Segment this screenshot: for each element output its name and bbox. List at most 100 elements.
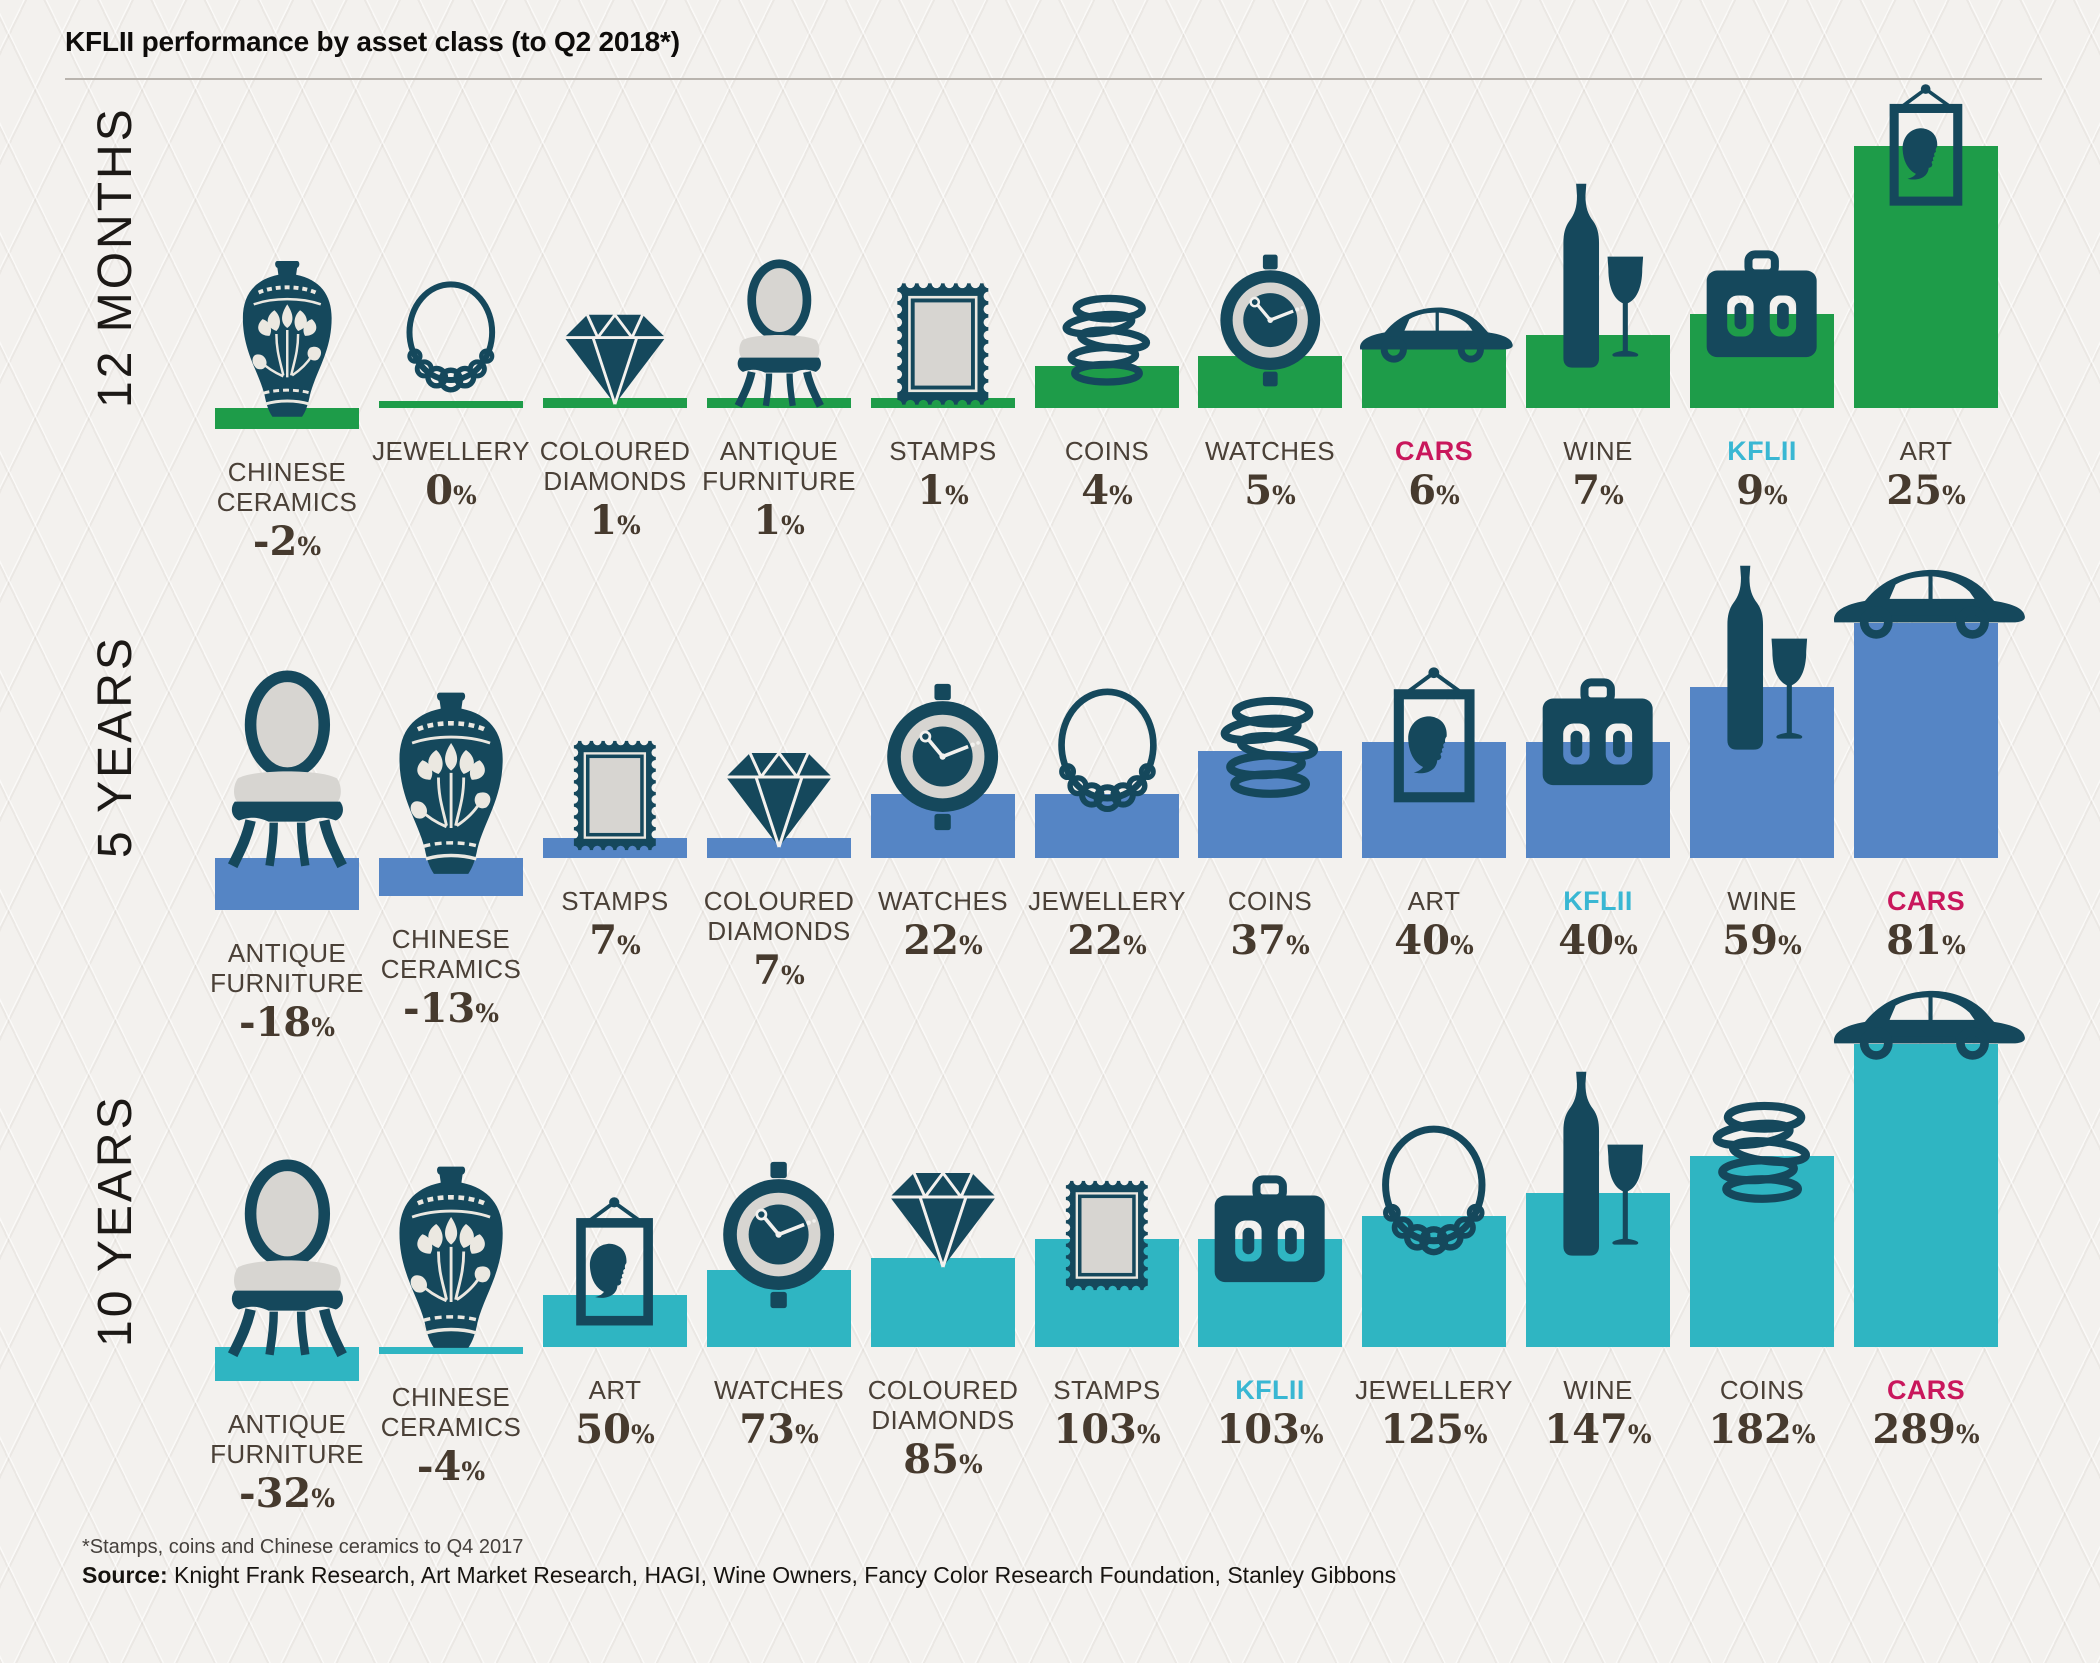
label-coins: COINS 4% xyxy=(1007,436,1207,517)
asset-value: -13% xyxy=(402,984,500,1032)
asset-value: 6% xyxy=(1408,467,1460,514)
asset-name: COINS xyxy=(1064,436,1150,466)
chart-title: KFLII performance by asset class (to Q2 … xyxy=(65,26,680,57)
label-cars: CARS 6% xyxy=(1334,436,1534,517)
car-icon xyxy=(1833,570,2025,639)
label-coloured-diamonds: COLOURED DIAMONDS 85% xyxy=(843,1375,1043,1486)
asset-value: 7% xyxy=(753,947,805,994)
frame-icon xyxy=(576,1196,654,1326)
label-chinese-ceramics: CHINESE CERAMICS -13% xyxy=(351,924,551,1035)
frame-icon xyxy=(1393,667,1475,803)
bar-art xyxy=(1854,145,1998,408)
source-label: Source: xyxy=(82,1562,168,1588)
label-art: ART 50% xyxy=(515,1375,715,1456)
bar-coins xyxy=(1198,750,1342,858)
asset-name: COLOURED DIAMONDS xyxy=(539,436,691,496)
asset-name: COINS xyxy=(1227,886,1313,916)
asset-value: -4% xyxy=(416,1443,486,1490)
asset-name: CARS xyxy=(1394,436,1474,466)
asset-name: KFLII xyxy=(1563,886,1633,916)
asset-value: -2% xyxy=(252,518,322,565)
asset-name: ART xyxy=(1899,436,1953,466)
diamond-icon xyxy=(890,1171,996,1268)
asset-value: 182% xyxy=(1708,1406,1816,1453)
car-icon xyxy=(1360,307,1513,363)
label-kflii: KFLII 40% xyxy=(1498,886,1698,967)
necklace-icon xyxy=(1382,1125,1486,1255)
asset-value: 85% xyxy=(903,1436,983,1483)
label-wine: WINE 7% xyxy=(1498,436,1698,517)
label-chinese-ceramics: CHINESE CERAMICS -2% xyxy=(187,457,387,568)
asset-name: ART xyxy=(1407,886,1461,916)
coins-icon xyxy=(1220,696,1318,798)
vase-icon xyxy=(399,1166,503,1348)
asset-value: 40% xyxy=(1394,917,1474,964)
asset-name: COLOURED DIAMONDS xyxy=(703,886,855,946)
asset-name: WATCHES xyxy=(1205,436,1335,466)
asset-name: CARS xyxy=(1886,886,1966,916)
label-art: ART 40% xyxy=(1334,886,1534,967)
label-art: ART 25% xyxy=(1826,436,2026,517)
bar-coins xyxy=(1035,366,1179,408)
asset-value: 147% xyxy=(1544,1406,1652,1453)
bar-jewellery xyxy=(379,401,523,408)
label-coins: COINS 182% xyxy=(1662,1375,1862,1456)
label-coloured-diamonds: COLOURED DIAMONDS 7% xyxy=(679,886,879,997)
asset-value: 25% xyxy=(1886,467,1966,514)
bar-coins xyxy=(1690,1155,1834,1347)
briefcase-icon xyxy=(1706,249,1817,357)
label-wine: WINE 147% xyxy=(1498,1375,1698,1456)
row-label-10-years: 10 YEARS xyxy=(89,1094,142,1347)
bar-chinese-ceramics xyxy=(215,408,359,429)
asset-name: COINS xyxy=(1719,1375,1805,1405)
bar-cars xyxy=(1854,1043,1998,1347)
bar-jewellery xyxy=(1035,794,1179,858)
asset-value: 9% xyxy=(1736,467,1788,514)
asset-name: WINE xyxy=(1563,436,1633,466)
wine-icon xyxy=(1727,565,1808,750)
label-stamps: STAMPS 103% xyxy=(1007,1375,1207,1456)
asset-value: 7% xyxy=(589,917,641,964)
label-jewellery: JEWELLERY 125% xyxy=(1334,1375,1534,1456)
asset-value: -32% xyxy=(238,1469,336,1517)
asset-value: 1% xyxy=(589,497,641,544)
asset-value: 22% xyxy=(1067,917,1147,964)
asset-value: 59% xyxy=(1722,917,1802,964)
watch-icon xyxy=(723,1162,835,1309)
asset-name: STAMPS xyxy=(561,886,669,916)
car-icon xyxy=(1833,990,2025,1060)
asset-value: 0% xyxy=(425,467,477,514)
coins-icon xyxy=(1712,1101,1810,1203)
chart-source: Source: Knight Frank Research, Art Marke… xyxy=(82,1562,1396,1589)
label-cars: CARS 289% xyxy=(1826,1375,2026,1456)
asset-name: JEWELLERY xyxy=(372,436,530,466)
label-chinese-ceramics: CHINESE CERAMICS -4% xyxy=(351,1382,551,1493)
asset-value: 4% xyxy=(1081,467,1133,514)
asset-name: CHINESE CERAMICS xyxy=(380,1382,522,1442)
asset-value: 103% xyxy=(1053,1406,1161,1453)
asset-name: STAMPS xyxy=(889,436,997,466)
asset-name: JEWELLERY xyxy=(1028,886,1186,916)
label-stamps: STAMPS 1% xyxy=(843,436,1043,517)
asset-name: ANTIQUE FURNITURE xyxy=(702,436,856,496)
vase-icon xyxy=(242,260,332,417)
asset-value: 73% xyxy=(739,1406,819,1453)
asset-value: 103% xyxy=(1216,1406,1324,1453)
asset-name: CHINESE CERAMICS xyxy=(380,923,522,984)
asset-value: 7% xyxy=(1572,467,1624,514)
asset-name: STAMPS xyxy=(1053,1375,1161,1405)
label-antique-furniture: ANTIQUE FURNITURE -18% xyxy=(187,938,387,1049)
necklace-icon xyxy=(1057,688,1157,813)
label-antique-furniture: ANTIQUE FURNITURE 1% xyxy=(679,436,879,547)
vase-icon xyxy=(399,692,503,874)
bar-cars xyxy=(1854,623,1998,858)
label-stamps: STAMPS 7% xyxy=(515,886,715,967)
asset-value: 5% xyxy=(1244,467,1296,514)
chair-icon xyxy=(227,670,347,869)
asset-name: CHINESE CERAMICS xyxy=(216,457,358,517)
asset-name: ANTIQUE FURNITURE xyxy=(210,1408,364,1469)
asset-name: WINE xyxy=(1563,1375,1633,1405)
necklace-icon xyxy=(406,281,496,393)
asset-value: 289% xyxy=(1872,1406,1980,1453)
